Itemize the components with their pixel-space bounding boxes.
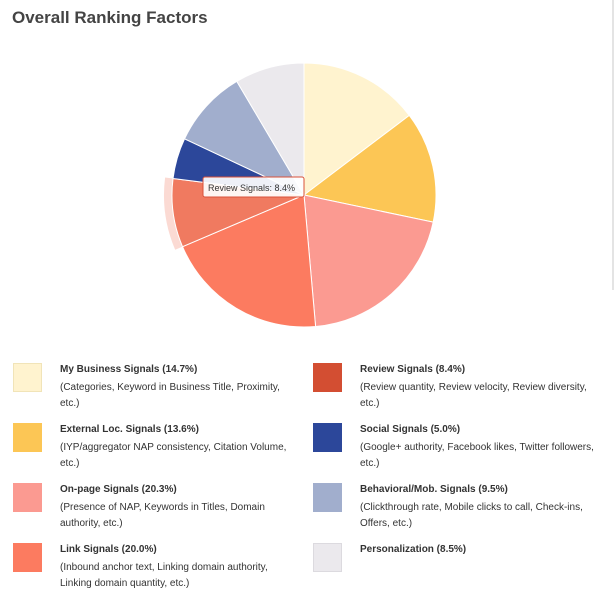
- legend-item-title: Link Signals (20.0%): [60, 544, 157, 555]
- legend-item-title: Behavioral/Mob. Signals (9.5%): [360, 484, 508, 495]
- legend-item-title: Social Signals (5.0%): [360, 424, 461, 435]
- legend-item-description: (Inbound anchor text, Linking domain aut…: [60, 562, 268, 589]
- pie-slice-personalization[interactable]: [236, 62, 305, 196]
- legend-swatch: [13, 423, 42, 452]
- legend-item-description: (Google+ authority, Facebook likes, Twit…: [360, 442, 594, 469]
- legend-swatch: [13, 543, 42, 572]
- pie-slice-external-loc-signals[interactable]: [303, 114, 437, 223]
- legend-item-title: On-page Signals (20.3%): [60, 484, 177, 495]
- legend-item-title: My Business Signals (14.7%): [60, 364, 198, 375]
- pie-chart: Review Signals: 8.4%: [163, 62, 437, 328]
- pie-slice-behavioral-mob-signals[interactable]: [184, 80, 305, 196]
- pie-slice-on-page-signals[interactable]: [303, 194, 434, 327]
- chart-title: Overall Ranking Factors: [12, 8, 208, 27]
- legend-item-description: (Presence of NAP, Keywords in Titles, Do…: [60, 502, 265, 529]
- legend-swatch: [313, 423, 342, 452]
- legend-swatch: [13, 363, 42, 392]
- legend-item-description: (Clickthrough rate, Mobile clicks to cal…: [360, 502, 583, 529]
- right-border: [612, 0, 614, 290]
- legend-item-description: (Review quantity, Review velocity, Revie…: [360, 382, 587, 409]
- legend-item-description: (IYP/aggregator NAP consistency, Citatio…: [60, 442, 287, 469]
- legend-swatch: [313, 483, 342, 512]
- legend-item-description: (Categories, Keyword in Business Title, …: [60, 382, 280, 409]
- legend-item-title: External Loc. Signals (13.6%): [60, 424, 199, 435]
- legend-item-title: Personalization (8.5%): [360, 544, 467, 555]
- pie-slice-link-signals[interactable]: [182, 194, 317, 328]
- pie-slice-my-business-signals[interactable]: [303, 62, 410, 196]
- legend-swatch: [313, 363, 342, 392]
- legend-swatch: [13, 483, 42, 512]
- legend-item-title: Review Signals (8.4%): [360, 364, 466, 375]
- legend-swatch: [313, 543, 342, 572]
